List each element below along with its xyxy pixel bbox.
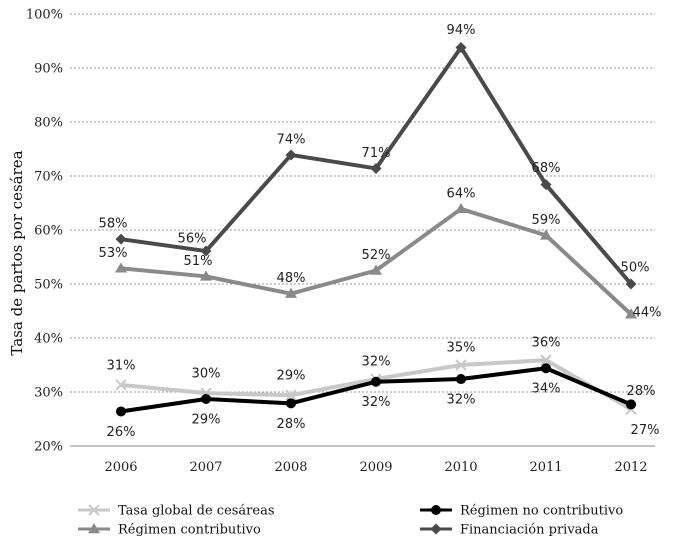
data-point-stroke: [285, 389, 297, 401]
data-point: [455, 359, 467, 371]
y-tick-label: 100%: [26, 8, 63, 23]
data-label: 94%: [447, 23, 476, 38]
data-label: 31%: [107, 358, 136, 373]
data-label: 58%: [99, 217, 128, 232]
data-point-stroke: [88, 504, 100, 516]
x-tick-label: 2006: [104, 460, 137, 475]
legend-item: Tasa global de cesáreas: [78, 504, 275, 519]
data-label: 30%: [192, 367, 221, 382]
data-point-stroke: [455, 359, 467, 371]
data-point: [200, 270, 212, 281]
y-tick-label: 40%: [34, 332, 63, 347]
series-group: [115, 41, 637, 417]
data-label: 53%: [99, 246, 128, 261]
data-label: 51%: [184, 254, 213, 269]
series-3: [115, 41, 637, 290]
data-point: [370, 264, 382, 275]
data-labels: 31% 30% 29% 32% 35% 36% 27% 53% 51% 48% 52% 64% 59% 4…: [99, 23, 662, 440]
legend-item: Régimen contributivo: [78, 523, 261, 538]
legend-label: Régimen no contributivo: [460, 504, 623, 519]
x-tick-label: 2010: [444, 460, 477, 475]
data-point: [625, 278, 637, 290]
data-point-stroke: [115, 379, 127, 391]
y-tick-label: 60%: [34, 224, 63, 239]
y-axis-ticks: 20% 30% 40% 50% 60% 70% 80% 90% 100%: [26, 8, 63, 455]
data-point: [370, 162, 382, 174]
data-label: 56%: [178, 232, 207, 247]
x-tick-label: 2008: [274, 460, 307, 475]
data-point: [625, 308, 637, 319]
data-label: 29%: [277, 369, 306, 384]
data-label: 74%: [277, 132, 306, 147]
data-label: 59%: [532, 213, 561, 228]
data-point: [456, 374, 466, 385]
data-point: [285, 149, 297, 161]
data-label: 48%: [277, 271, 306, 286]
data-point: [431, 505, 441, 515]
data-point: [540, 179, 552, 191]
x-tick-label: 2007: [189, 460, 222, 475]
data-label: 50%: [621, 261, 650, 276]
data-point: [115, 379, 127, 391]
legend-label: Régimen contributivo: [118, 523, 261, 538]
data-label: 27%: [631, 423, 660, 438]
data-point: [540, 229, 552, 240]
y-tick-label: 80%: [34, 116, 63, 131]
data-point: [88, 523, 100, 534]
grid-lines: [70, 13, 655, 447]
data-label: 28%: [277, 417, 306, 432]
legend: Tasa global de cesáreas Régimen contribut…: [78, 504, 623, 538]
data-point: [455, 41, 467, 53]
data-point: [88, 504, 100, 516]
data-label: 44%: [633, 306, 662, 321]
data-point: [285, 389, 297, 401]
data-point-stroke: [540, 354, 552, 366]
data-point: [115, 262, 127, 273]
series-2: [116, 363, 636, 417]
legend-label: Financiación privada: [460, 523, 599, 538]
data-point: [200, 245, 212, 257]
y-tick-label: 20%: [34, 440, 63, 455]
data-label: 28%: [627, 384, 656, 399]
data-label: 34%: [532, 382, 561, 397]
data-label: 68%: [532, 161, 561, 176]
data-label: 26%: [107, 425, 136, 440]
data-point: [201, 394, 211, 405]
data-point: [626, 399, 636, 410]
data-label: 71%: [362, 146, 391, 161]
data-point: [115, 233, 127, 245]
legend-label: Tasa global de cesáreas: [118, 504, 275, 519]
y-tick-label: 70%: [34, 170, 63, 185]
data-label: 35%: [447, 341, 476, 356]
y-tick-label: 50%: [34, 278, 63, 293]
y-tick-label: 30%: [34, 386, 63, 401]
data-point: [430, 523, 442, 535]
data-point: [116, 406, 126, 417]
data-label: 52%: [362, 248, 391, 263]
data-label: 29%: [192, 413, 221, 428]
data-label: 32%: [362, 355, 391, 370]
x-tick-label: 2009: [359, 460, 392, 475]
y-axis-title: Tasa de partos por cesárea: [8, 150, 26, 355]
data-label: 32%: [362, 395, 391, 410]
y-tick-label: 90%: [34, 62, 63, 77]
data-point: [286, 398, 296, 409]
data-point: [455, 202, 467, 214]
data-label: 36%: [532, 336, 561, 351]
legend-item: Financiación privada: [420, 523, 599, 538]
data-point: [285, 287, 297, 298]
data-point: [541, 363, 551, 374]
x-tick-label: 2011: [529, 460, 562, 475]
series-1: [115, 202, 637, 319]
data-label: 64%: [447, 186, 476, 201]
x-axis-ticks: 2006 2007 2008 2009 2010 2011 2012: [104, 460, 647, 475]
legend-item: Régimen no contributivo: [420, 504, 623, 519]
data-point: [540, 354, 552, 366]
data-label: 32%: [447, 393, 476, 408]
x-tick-label: 2012: [614, 460, 647, 475]
data-point: [371, 376, 381, 387]
